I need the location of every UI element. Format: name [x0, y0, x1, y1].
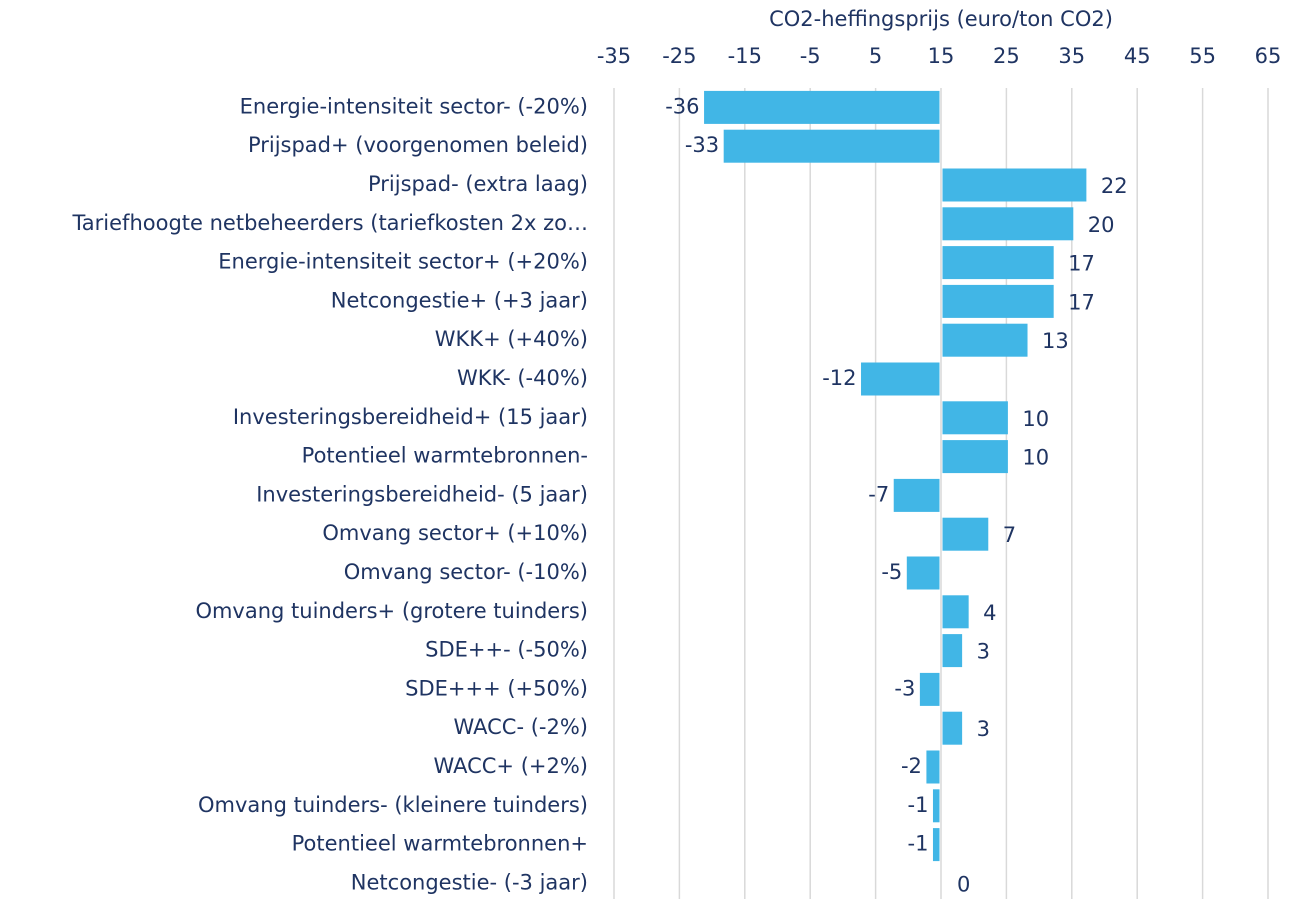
y-tick-label: Energie-intensiteit sector- (-20%) [240, 94, 588, 118]
value-label: 17 [1068, 290, 1095, 314]
value-label: -3 [894, 676, 915, 700]
x-tick-label: -25 [662, 44, 696, 68]
bar [942, 323, 1028, 357]
y-tick-label: SDE++- (-50%) [425, 638, 588, 662]
x-tick-label: 25 [993, 44, 1020, 68]
bar [906, 556, 940, 590]
y-tick-label: Tariefhoogte netbeheerders (tariefkosten… [71, 211, 588, 235]
bar [942, 595, 969, 629]
y-tick-label: Netcongestie+ (+3 jaar) [331, 288, 588, 312]
bar [861, 362, 940, 396]
bar [942, 440, 1008, 474]
bar [893, 478, 940, 512]
value-label: 22 [1101, 174, 1128, 198]
value-label: -7 [868, 482, 889, 506]
bar [942, 517, 989, 551]
y-tick-label: WKK- (-40%) [457, 366, 588, 390]
y-tick-label: Investeringsbereidheid+ (15 jaar) [233, 405, 588, 429]
y-tick-label: Energie-intensiteit sector+ (+20%) [218, 250, 588, 274]
value-label: -36 [665, 94, 699, 118]
y-tick-label: Omvang tuinders- (kleinere tuinders) [198, 793, 588, 817]
bar [942, 284, 1054, 318]
bar [932, 828, 940, 862]
y-tick-label: Potentieel warmtebronnen- [302, 444, 588, 468]
value-label: 4 [983, 601, 996, 625]
value-label: -12 [822, 366, 856, 390]
x-tick-label: 35 [1058, 44, 1085, 68]
y-tick-label: Omvang tuinders+ (grotere tuinders) [195, 599, 588, 623]
value-label: 7 [1003, 523, 1016, 547]
axis-title: CO2-heffingsprijs (euro/ton CO2) [769, 7, 1113, 31]
y-tick-label: Investeringsbereidheid- (5 jaar) [256, 482, 588, 506]
y-tick-label: WKK+ (+40%) [435, 327, 588, 351]
x-tick-label: 65 [1255, 44, 1282, 68]
value-label: 17 [1068, 252, 1095, 276]
y-tick-label: Potentieel warmtebronnen+ [292, 832, 588, 856]
value-label: 0 [957, 872, 970, 896]
value-label: -5 [881, 560, 902, 584]
bar [723, 129, 940, 163]
value-label: 3 [977, 640, 990, 664]
value-label: 20 [1088, 213, 1115, 237]
bar [942, 711, 963, 745]
y-tick-label: Prijspad+ (voorgenomen beleid) [248, 133, 588, 157]
bar [942, 168, 1087, 202]
x-tick-label: 15 [928, 44, 955, 68]
value-label: -1 [908, 832, 929, 856]
bar [704, 90, 940, 124]
y-tick-label: Omvang sector+ (+10%) [322, 521, 588, 545]
y-tick-label: WACC+ (+2%) [433, 754, 588, 778]
x-tick-label: -35 [597, 44, 631, 68]
y-tick-label: SDE+++ (+50%) [405, 676, 588, 700]
value-label: -33 [685, 133, 719, 157]
bar [926, 750, 940, 784]
x-tick-label: 45 [1124, 44, 1151, 68]
bar [942, 401, 1008, 435]
bar [932, 789, 940, 823]
y-tick-label: Omvang sector- (-10%) [344, 560, 588, 584]
y-tick-label: Prijspad- (extra laag) [368, 172, 588, 196]
value-label: 10 [1022, 407, 1049, 431]
value-label: 13 [1042, 329, 1069, 353]
bar [942, 207, 1074, 241]
x-tick-label: -5 [800, 44, 821, 68]
bar [942, 246, 1054, 280]
value-label: -1 [908, 793, 929, 817]
value-label: 3 [977, 717, 990, 741]
bar [942, 634, 963, 668]
value-label: 10 [1022, 446, 1049, 470]
bar [919, 672, 940, 706]
y-tick-label: WACC- (-2%) [454, 715, 588, 739]
x-tick-label: -15 [728, 44, 762, 68]
y-tick-label: Netcongestie- (-3 jaar) [351, 870, 588, 894]
x-tick-label: 5 [869, 44, 882, 68]
x-tick-label: 55 [1189, 44, 1216, 68]
value-label: -2 [901, 754, 922, 778]
